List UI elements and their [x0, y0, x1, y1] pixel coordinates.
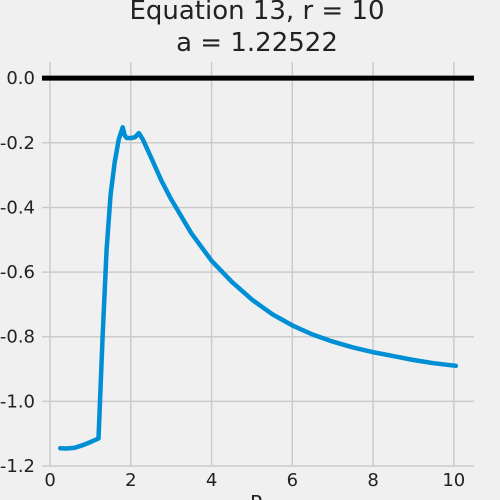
x-tick-label: 8: [367, 470, 378, 491]
y-tick-label: -1.2: [0, 456, 35, 477]
x-tick-label: 0: [44, 470, 55, 491]
y-tick-label: -0.4: [0, 197, 35, 218]
y-tick-label: -0.6: [0, 262, 35, 283]
series-lines: [57, 125, 459, 451]
x-tick-label: 2: [125, 470, 136, 491]
y-tick-label: 0.0: [6, 68, 35, 89]
y-tick-label: -0.8: [0, 327, 35, 348]
y-tick-label: -0.2: [0, 133, 35, 154]
x-tick-label: 4: [206, 470, 217, 491]
x-tick-label: 6: [287, 470, 298, 491]
chart-subtitle: a = 1.22522: [176, 28, 338, 58]
x-tick-label: 10: [442, 470, 465, 491]
series-line: [57, 125, 459, 451]
y-tick-labels: 0.0 -0.2 -0.4 -0.6 -0.8 -1.0 -1.2: [0, 68, 35, 477]
x-tick-labels: 0 2 4 6 8 10: [44, 470, 465, 491]
chart-title: Equation 13, r = 10: [129, 0, 384, 26]
grid-lines: [42, 62, 474, 467]
y-tick-label: -1.0: [0, 391, 35, 412]
x-axis-label: R: [250, 491, 264, 500]
